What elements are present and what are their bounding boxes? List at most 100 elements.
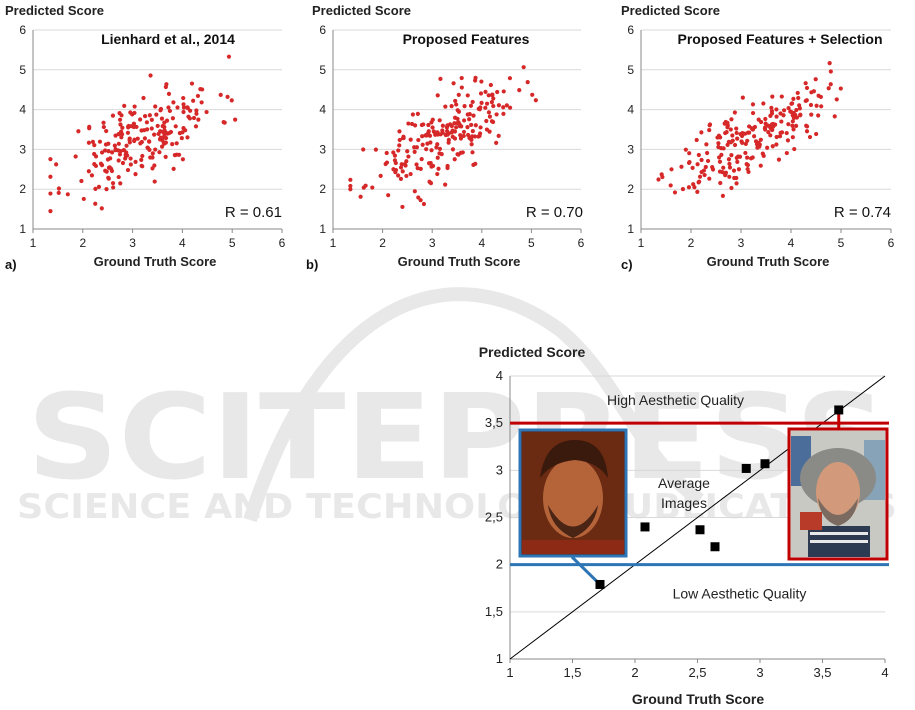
scatter-point (458, 136, 464, 141)
scatter-point (446, 131, 451, 136)
scatter-point (120, 160, 126, 166)
average-image-point (695, 525, 705, 535)
scatter-point (189, 81, 195, 86)
scatter-point (454, 102, 459, 107)
scatter-point (786, 122, 791, 127)
scatter-point (489, 100, 494, 105)
x-tick-label: 4 (881, 665, 888, 680)
scatter-point (719, 152, 724, 157)
scatter-point (138, 117, 143, 122)
average-images-label: Average (658, 475, 710, 491)
scatter-point (133, 172, 138, 177)
y-tick-label: 4 (496, 368, 503, 383)
scatter-point (745, 155, 750, 160)
scatter-point (461, 133, 466, 139)
scatter-point (139, 163, 144, 168)
scatter-point (424, 147, 429, 152)
scatter-point (490, 119, 496, 125)
scatter-point (132, 138, 137, 144)
scatter-point (436, 166, 441, 171)
scatter-point (109, 150, 115, 155)
scatter-point (141, 95, 146, 101)
scatter-point (437, 118, 442, 123)
scatter-point (788, 109, 793, 114)
scatter-point (400, 169, 405, 174)
scatter-point (770, 94, 775, 99)
scatter-point (768, 113, 773, 118)
scatter-point (794, 115, 800, 120)
scatter-point (92, 151, 97, 157)
x-tick-label: 3 (756, 665, 763, 680)
scatter-point (752, 134, 757, 139)
scatter-point (717, 169, 723, 174)
ylabel: Predicted Score (312, 3, 411, 18)
scatter-point (419, 122, 424, 128)
scatter-point (819, 104, 824, 109)
x-tick-label: 5 (528, 236, 535, 250)
scatter-point (804, 129, 810, 134)
scatter-point (93, 201, 98, 206)
scatter-point (790, 135, 795, 140)
scatter-point (152, 179, 157, 184)
scatter-point (452, 157, 457, 162)
scatter-point (435, 171, 440, 177)
scatter-point (86, 169, 91, 174)
scatter-point (155, 123, 160, 129)
scatter-point (726, 157, 732, 162)
scatter-point (707, 176, 712, 181)
scatter-point (226, 54, 232, 59)
scatter-point (483, 89, 488, 94)
scatter-point (113, 148, 118, 153)
scatter-point (690, 165, 695, 170)
scatter-point (769, 109, 775, 114)
scatter-point (723, 130, 728, 136)
scatter-point (469, 142, 474, 147)
scatter-point (99, 150, 105, 155)
scatter-point (149, 117, 154, 122)
scatter-point (122, 103, 127, 108)
scatter-point (774, 107, 779, 112)
scatter-point (473, 161, 478, 166)
average-image-point (834, 405, 844, 415)
y-tick-label: 1 (319, 222, 326, 236)
scatter-point (48, 174, 53, 179)
scatter-point (726, 139, 731, 145)
scatter-point (727, 161, 732, 166)
scatter-point (735, 136, 740, 141)
scatter-point (704, 142, 709, 147)
scatter-point (415, 166, 420, 171)
scatter-point (769, 122, 775, 127)
x-tick-label: 2,5 (688, 665, 706, 680)
scatter-point (732, 110, 737, 115)
y-tick-label: 1 (19, 222, 26, 236)
scatter-point (125, 130, 131, 135)
scatter-point (139, 157, 144, 162)
scatter-point (96, 184, 102, 189)
panel-title: Proposed Features (403, 31, 530, 47)
scatter-point (103, 168, 108, 173)
scatter-point (373, 147, 378, 152)
scatter-point (233, 117, 238, 122)
scatter-point (790, 119, 795, 124)
scatter-point (782, 108, 787, 113)
scatter-point (384, 150, 389, 156)
scatter-point (358, 194, 363, 199)
scatter-point (425, 141, 430, 146)
scatter-point (445, 123, 450, 128)
scatter-point (370, 185, 375, 190)
scatter-point (183, 128, 188, 133)
x-tick-label: 1 (330, 236, 337, 250)
scatter-point (438, 76, 443, 81)
scatter-point (128, 110, 133, 115)
scatter-point (507, 76, 513, 81)
scatter-point (56, 190, 61, 195)
scatter-point (729, 153, 734, 158)
scatter-point (429, 148, 434, 153)
scatter-point (790, 123, 795, 128)
scatter-point (171, 166, 176, 171)
scatter-point (750, 102, 756, 107)
scatter-point (124, 143, 129, 148)
scatter-point (124, 150, 129, 155)
beard-shape (548, 505, 598, 538)
